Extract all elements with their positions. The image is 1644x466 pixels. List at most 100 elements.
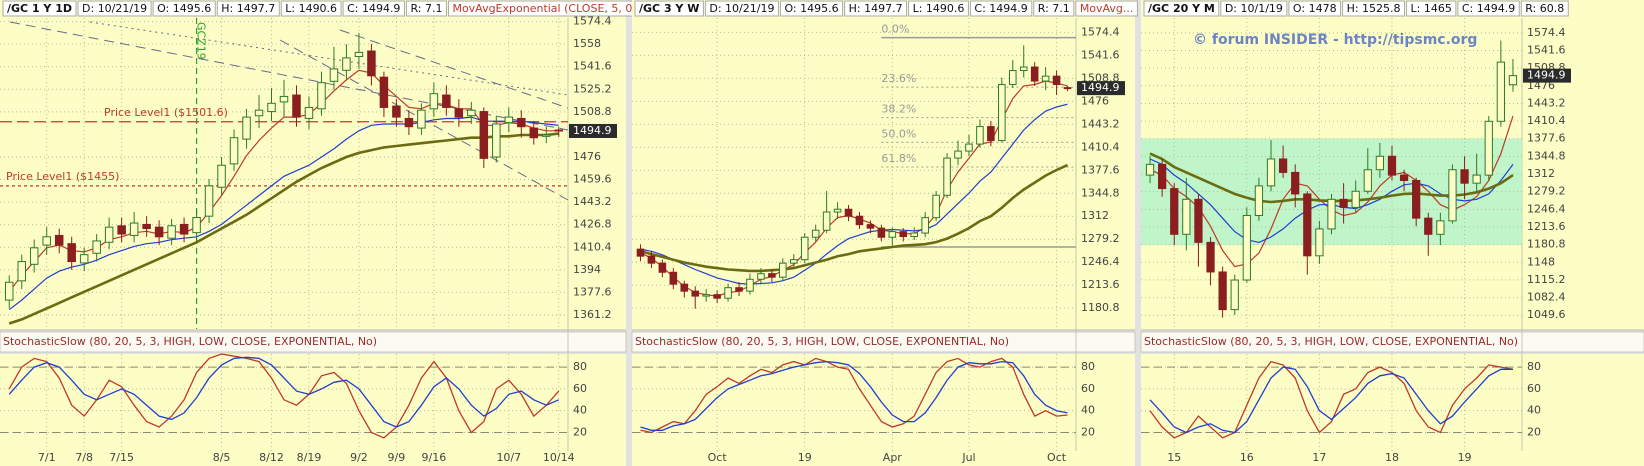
x-tick-label: 7/15 (109, 451, 134, 464)
candle-body (1508, 75, 1518, 86)
candle-body (79, 254, 89, 264)
header-box (1143, 0, 1220, 17)
header-item: H: 1525.8 (1347, 2, 1401, 15)
y-tick-label: 60 (1527, 382, 1541, 395)
moving-average (640, 103, 1068, 285)
candle-body (1170, 188, 1179, 235)
candle-body (888, 231, 897, 238)
y-tick-label: 1574.4 (573, 15, 612, 28)
stochastic-background (632, 354, 1135, 451)
y-tick-label: 40 (1527, 404, 1541, 417)
x-tick-label: 19 (798, 451, 812, 464)
header-item: O: 1478 (1293, 2, 1337, 15)
header-box (1288, 0, 1342, 17)
x-tick-label: Oct (708, 451, 728, 464)
candle-body (392, 105, 401, 118)
candle-body (1242, 214, 1251, 281)
y-tick-label: 1246.4 (1081, 255, 1120, 268)
candle-body (267, 102, 276, 113)
y-tick-label: 1082.4 (1527, 291, 1566, 304)
trend-channel (339, 29, 569, 109)
stochastic-line (8, 356, 560, 428)
x-axis-background (1141, 451, 1644, 466)
candle-body (379, 76, 389, 108)
last-price-label: 1494.9 (573, 124, 612, 137)
y-tick-label: 1410.4 (1527, 114, 1566, 127)
x-tick-label: 8/12 (259, 451, 284, 464)
y-tick-label: 1426.8 (573, 218, 612, 231)
candle-body (479, 111, 489, 159)
header-item: L: 1490.6 (913, 2, 965, 15)
header-item: C: 1494.9 (974, 2, 1027, 15)
contract-marker-label: GCZ19 (195, 22, 208, 60)
y-tick-label: 1213.6 (1527, 220, 1566, 233)
candle-body (92, 240, 101, 254)
candle-body (1303, 193, 1312, 257)
header-box (1033, 0, 1075, 17)
header-item: MovAvg... (1080, 2, 1134, 15)
candle-body (1254, 185, 1264, 216)
candle-body (1363, 169, 1372, 192)
candle-body (680, 283, 689, 292)
candle-body (910, 232, 919, 238)
header-item: L: 1465 (1411, 2, 1452, 15)
candle-body (1218, 271, 1227, 311)
candle-body (404, 117, 414, 128)
x-tick-label: 19 (1458, 451, 1472, 464)
candle-body (4, 281, 14, 301)
header-item: /GC 1 Y 1D (7, 2, 72, 15)
x-tick-label: 16 (1240, 451, 1254, 464)
candle-body (17, 261, 26, 282)
y-tick-label: 1541.6 (573, 60, 612, 73)
header-box (405, 0, 447, 17)
stochastic-header-background (631, 331, 1136, 353)
candle-body (1206, 241, 1215, 273)
price-level-label: Price Level1 ($1501.6) (104, 106, 228, 119)
candle-body (976, 126, 984, 145)
y-tick-label: 60 (1081, 382, 1095, 395)
candle-body (542, 134, 551, 137)
header-box (1075, 0, 1138, 17)
y-tick-label: 1344.8 (1527, 149, 1566, 162)
y-tick-label: 1476 (573, 150, 601, 163)
candle-body (1158, 163, 1167, 190)
header-item: D: 10/1/19 (1225, 2, 1283, 15)
candle-body (1278, 158, 1288, 173)
candle-body (1448, 169, 1457, 222)
candle-body (768, 273, 776, 278)
candle-body (529, 127, 539, 139)
candle-body (1019, 66, 1028, 72)
candle-body (1472, 174, 1481, 184)
stochastic-line (640, 360, 1068, 431)
candle-body (658, 262, 667, 273)
y-tick-label: 40 (573, 404, 587, 417)
candle-body (242, 116, 251, 140)
y-tick-label: 80 (1527, 360, 1541, 373)
stochastic-line (8, 353, 560, 439)
y-tick-label: 1180.8 (1081, 301, 1120, 314)
stochastic-title: StochasticSlow (80, 20, 5, 3, HIGH, LOW,… (3, 335, 377, 348)
x-tick-label: 10/14 (543, 451, 575, 464)
candle-body (467, 109, 476, 117)
candle-body (855, 215, 864, 226)
y-tick-label: 1558 (573, 37, 601, 50)
candle-body (1399, 174, 1409, 181)
y-tick-label: 1410.4 (1081, 140, 1120, 153)
moving-average (8, 116, 559, 311)
y-tick-label: 1443.2 (573, 195, 612, 208)
header-box (342, 0, 405, 17)
header-item: H: 1497.7 (849, 2, 903, 15)
candle-body (1387, 155, 1397, 176)
candle-body (866, 224, 875, 229)
moving-average (640, 163, 1069, 273)
stochastic-line (640, 357, 1068, 434)
y-tick-label: 80 (1081, 360, 1095, 373)
candle-body (429, 93, 439, 110)
candle-body (1145, 163, 1155, 176)
x-tick-label: Apr (883, 451, 903, 464)
candle-body (367, 50, 376, 77)
candle-body (965, 143, 973, 152)
candle-body (1291, 171, 1300, 195)
candle-body (702, 294, 710, 297)
candle-body (292, 94, 301, 118)
